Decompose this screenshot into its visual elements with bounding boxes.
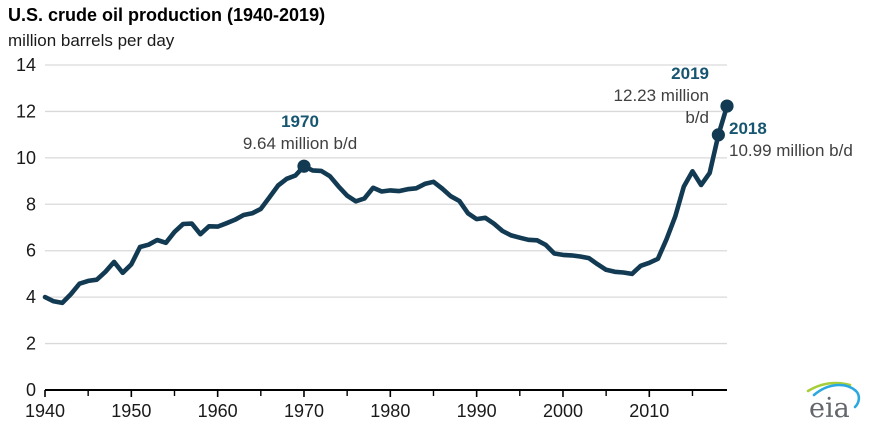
data-point-2019 — [720, 99, 734, 113]
eia-logo: eia — [798, 376, 866, 428]
eia-logo-green-swoosh — [806, 381, 852, 393]
y-tick-label: 10 — [16, 148, 36, 168]
annotation-2018-value: 10.99 million b/d — [729, 141, 853, 160]
annotation-2019-value-line2: b/d — [685, 108, 709, 127]
production-line — [42, 103, 730, 306]
x-tick-label: 1990 — [457, 401, 497, 421]
annotation-1970-value: 9.64 million b/d — [242, 134, 358, 153]
y-tick-label: 8 — [26, 194, 36, 214]
x-tick-label: 1980 — [370, 401, 410, 421]
annotation-2018-year: 2018 — [729, 119, 767, 138]
annotation-1970-year: 1970 — [281, 112, 319, 131]
x-tick-label: 1960 — [198, 401, 238, 421]
annotation-2019-year: 2019 — [671, 64, 709, 83]
x-tick-label: 2010 — [629, 401, 669, 421]
data-point-2018 — [711, 128, 725, 142]
y-tick-label: 6 — [26, 241, 36, 261]
y-tick-label: 12 — [16, 101, 36, 121]
y-tick-label: 4 — [26, 287, 36, 307]
annotation-2019: 2019 12.23 million b/d — [614, 63, 709, 129]
eia-logo-blue-swoosh — [812, 383, 861, 409]
y-tick-label: 14 — [16, 55, 36, 75]
annotation-2018: 2018 10.99 million b/d — [729, 118, 853, 162]
annotation-2019-value-line1: 12.23 million — [613, 86, 709, 105]
annotation-1970: 1970 9.64 million b/d — [200, 111, 400, 155]
x-tick-label: 1970 — [284, 401, 324, 421]
y-tick-label: 2 — [26, 334, 36, 354]
x-tick-label: 1950 — [111, 401, 151, 421]
y-tick-label: 0 — [26, 380, 36, 400]
chart-subtitle: million barrels per day — [8, 31, 175, 50]
eia-logo-text: eia — [809, 393, 850, 424]
chart-title: U.S. crude oil production (1940-2019) — [8, 5, 326, 25]
data-point-1970 — [297, 159, 311, 173]
x-tick-label: 2000 — [543, 401, 583, 421]
x-tick-label: 1940 — [25, 401, 65, 421]
